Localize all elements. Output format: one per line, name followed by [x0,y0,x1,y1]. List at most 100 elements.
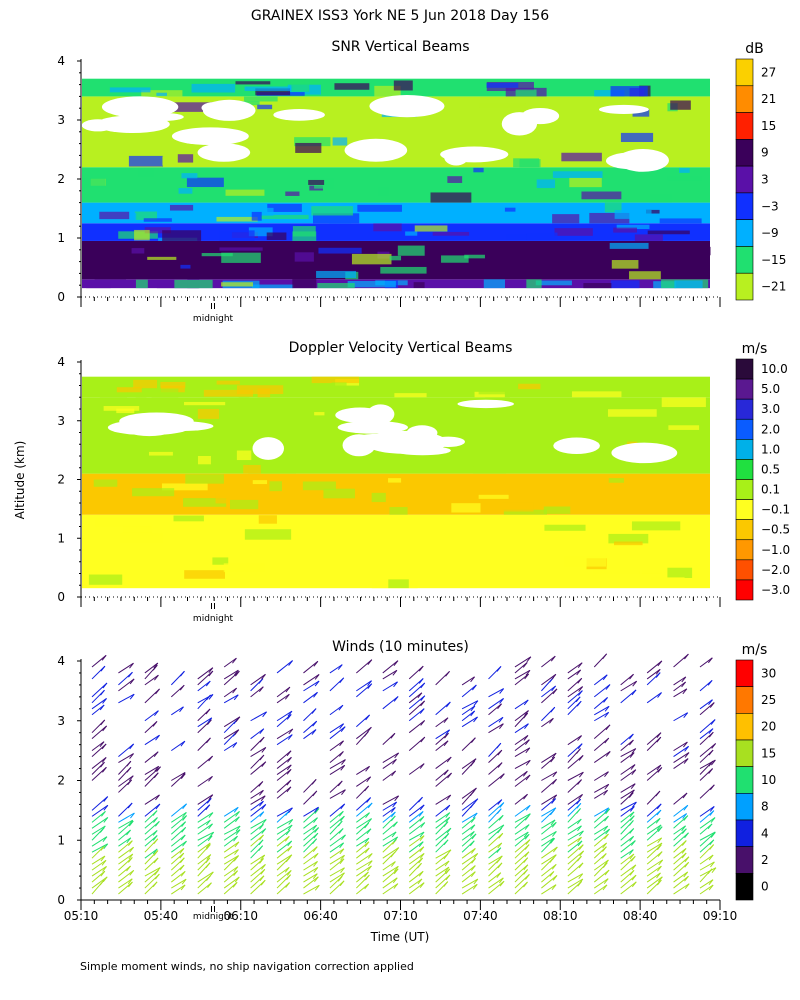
wind-barb-flag [472,884,478,890]
wind-barb [91,682,108,698]
wind-barb [91,704,105,716]
wind-barb-flag [261,864,266,870]
wind-barb-flag [499,698,504,704]
wind-barb-flag [180,670,185,677]
wind-barb [197,667,214,680]
wind-barb-flag [577,735,582,741]
data-texture [389,507,408,515]
wind-barb-flag [260,879,266,886]
wind-barb-flag [709,839,715,846]
data-texture [318,247,362,254]
wind-barb-flag [655,668,661,675]
data-texture [311,376,360,384]
wind-barb [699,817,716,829]
wind-barb-flag [629,789,635,796]
data-texture [292,277,317,289]
data-texture [608,478,624,483]
wind-barb-flag [471,833,477,840]
wind-barb-flag [286,786,292,793]
wind-barb-flag [446,827,452,834]
wind-barb-flag [367,683,373,690]
wind-barb-flag [446,756,452,763]
wind-barb [356,883,369,895]
wind-barb [144,766,161,781]
wind-barb-flag [629,870,635,876]
wind-barb-flag [473,878,479,885]
midnight-label: midnight [193,614,234,624]
wind-barb [329,858,345,871]
wind-barb-flag [287,734,293,740]
wind-barb [567,818,582,829]
wind-barb-flag [208,812,214,818]
wind-barb-flag [603,878,609,884]
wind-barb [567,793,583,805]
wind-barb-flag [126,865,131,872]
wind-barb-flag [579,830,584,837]
data-texture [183,498,227,507]
wind-barb-flag [524,673,530,680]
wind-barb-flag [126,837,132,844]
wind-barb [673,856,690,871]
wind-barb-flag [287,854,293,861]
wind-barb-flag [524,844,530,850]
winds-panel: Winds (10 minutes) 0 1 2 3 4 05:10 05:40 06:10 06… [57,639,776,923]
wind-barb-flag [470,871,476,877]
wind-barb [514,839,531,853]
wind-barb-flag [364,837,370,844]
wind-barb [276,714,292,728]
wind-barb-flag [708,749,714,756]
panel-title: SNR Vertical Beams [331,39,469,55]
wind-barb-flag [100,665,106,672]
wind-barb-flag [418,857,424,864]
data-texture [295,142,322,153]
data-texture [447,176,463,183]
no-data-gap [337,420,408,434]
wind-barb [461,817,476,829]
data-texture [388,579,409,589]
wind-barb [541,688,558,704]
wind-barb-flag [261,828,267,834]
legend-title: m/s [742,341,768,357]
wind-barb-flag [551,821,557,828]
wind-barb [673,832,689,847]
data-texture [93,479,118,487]
wind-barb [197,842,211,853]
wind-barb-flag [549,717,554,724]
wind-barb-flag [232,657,237,664]
wind-barb [250,686,264,698]
wind-barb [541,846,558,859]
wind-barb [223,816,240,829]
wind-barb [673,752,690,763]
wind-barb [91,836,108,847]
wind-barb [567,662,583,674]
wind-barb [223,841,240,853]
wind-barb-flag [446,849,452,856]
legend-label: 21 [761,92,776,106]
wind-barb-flag [469,802,475,809]
wind-barb [541,752,557,763]
wind-barb-flag [261,747,267,753]
wind-barb-flag [207,719,212,726]
wind-barb-flag [364,822,369,829]
wind-barb [276,660,293,674]
data-texture [441,255,469,263]
wind-barb [250,803,267,817]
wind-barb-flag [208,794,214,800]
wind-barb-flag [684,856,690,863]
wind-barb [594,705,610,716]
wind-barb [382,831,397,841]
wind-barb-flag [208,871,214,878]
wind-barb [593,869,610,883]
wind-barb [435,812,451,823]
data-texture [266,232,287,241]
wind-barb [329,789,346,799]
wind-barb [170,834,186,847]
wind-barb-flag [575,696,581,703]
wind-barb-flag [443,821,449,827]
wind-barb-flag [390,851,396,858]
wind-barb-flag [444,833,450,839]
data-texture [478,494,509,499]
wind-barb-flag [339,880,345,887]
data-texture [197,455,211,465]
wind-barb [223,870,238,883]
